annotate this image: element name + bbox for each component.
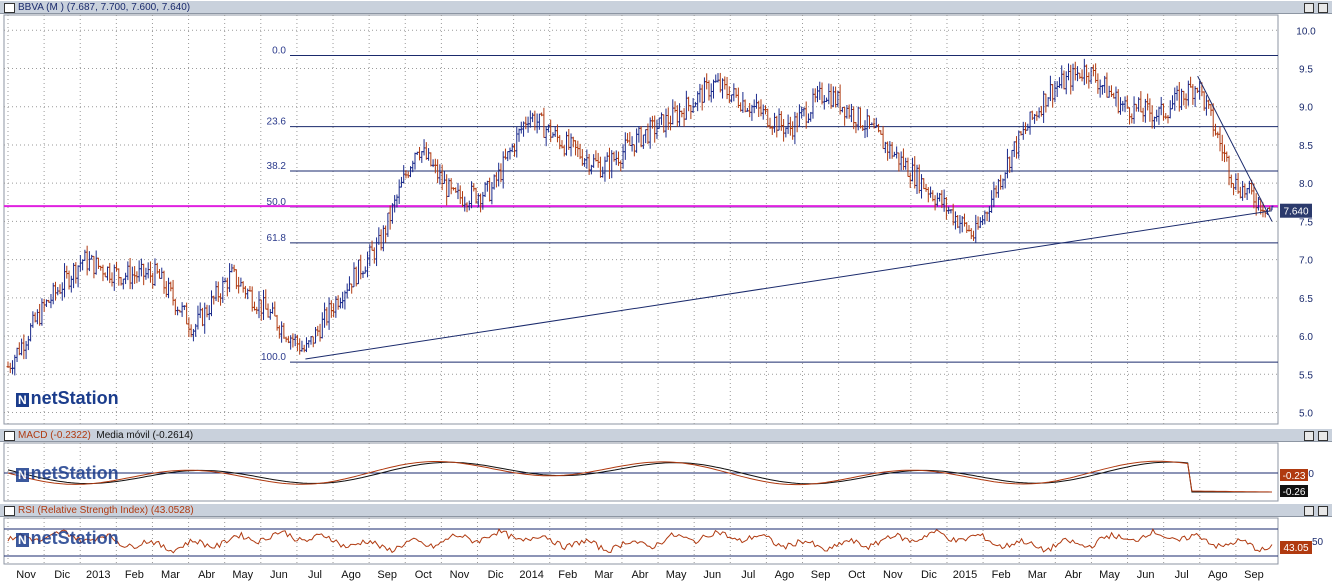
trend-line <box>1197 75 1273 222</box>
fibonacci-label: 50.0 <box>267 197 287 208</box>
price-plot-area <box>3 14 1279 425</box>
fibonacci-label: 100.0 <box>261 352 286 363</box>
rsi-level-label: 50 <box>1312 537 1324 548</box>
x-axis-label: May <box>666 569 687 581</box>
last-price-badge <box>1280 203 1312 218</box>
y-tick-label: 5.0 <box>1299 409 1313 420</box>
x-axis-label: Dic <box>921 569 937 581</box>
y-tick-label: 9.0 <box>1299 103 1313 114</box>
y-tick-label: 5.5 <box>1299 370 1313 381</box>
rsi-plot-area <box>3 517 1279 565</box>
x-axis-label: Abr <box>198 569 215 581</box>
x-axis-label: Nov <box>16 569 36 581</box>
x-axis-label: Sep <box>1244 569 1264 581</box>
x-axis-label: Sep <box>377 569 397 581</box>
macd-line <box>7 460 1273 493</box>
close-icon[interactable] <box>1318 431 1328 441</box>
rsi-line <box>7 528 1273 554</box>
y-tick-label: 8.5 <box>1299 141 1313 152</box>
macd-ma-badge <box>1280 485 1308 497</box>
panel-icon <box>4 431 15 441</box>
rsi-badge-label: 43.05 <box>1283 543 1308 554</box>
x-axis-label: 2013 <box>86 569 110 581</box>
x-axis-label: Feb <box>125 569 144 581</box>
fibonacci-label: 38.2 <box>267 161 287 172</box>
price-panel-header: BBVA (M ) (7.687, 7.700, 7.600, 7.640) <box>0 0 1332 14</box>
rsi-badge <box>1280 541 1312 554</box>
macd-ma-title: Media móvil (-0.2614) <box>96 430 194 441</box>
x-axis-label: Ago <box>775 569 795 581</box>
macd-badge-label: -0.23 <box>1283 471 1306 482</box>
panel-icon <box>4 3 15 13</box>
x-axis-label: May <box>232 569 253 581</box>
x-axis-label: Sep <box>811 569 831 581</box>
x-axis-label: 2015 <box>953 569 977 581</box>
macd-panel-title: MACD (-0.2322) Media móvil (-0.2614) <box>18 429 193 442</box>
x-axis-label: Abr <box>1065 569 1082 581</box>
x-axis-label: Feb <box>992 569 1011 581</box>
x-axis-label: May <box>1099 569 1120 581</box>
fibonacci-label: 61.8 <box>267 233 287 244</box>
rsi-panel-header: RSI (Relative Strength Index) (43.0528) <box>0 503 1332 517</box>
macd-title: MACD (-0.2322) <box>18 430 91 441</box>
y-tick-label: 7.5 <box>1299 217 1313 228</box>
x-axis-label: Ago <box>341 569 361 581</box>
maximize-icon[interactable] <box>1304 3 1314 13</box>
x-axis-label: Nov <box>450 569 470 581</box>
macd-ma-badge-label: -0.26 <box>1283 487 1306 498</box>
rsi-panel-title: RSI (Relative Strength Index) (43.0528) <box>18 505 194 516</box>
trend-line <box>305 210 1273 360</box>
macd-panel-header: MACD (-0.2322) Media móvil (-0.2614) <box>0 428 1332 442</box>
maximize-icon[interactable] <box>1304 431 1314 441</box>
x-axis-label: 2014 <box>519 569 543 581</box>
x-axis-label: Nov <box>883 569 903 581</box>
x-axis-label: Dic <box>488 569 504 581</box>
x-axis-label: Jun <box>1137 569 1155 581</box>
x-axis-label: Mar <box>161 569 180 581</box>
x-axis-label: Abr <box>631 569 648 581</box>
x-axis-label: Ago <box>1208 569 1228 581</box>
macd-moving-average-line <box>7 461 1272 493</box>
maximize-icon[interactable] <box>1304 506 1314 516</box>
x-axis-label: Mar <box>594 569 613 581</box>
x-axis-label: Dic <box>54 569 70 581</box>
macd-badge <box>1280 469 1308 481</box>
x-axis-label: Mar <box>1028 569 1047 581</box>
x-axis-label: Jul <box>1175 569 1189 581</box>
y-tick-label: 8.0 <box>1299 179 1313 190</box>
x-axis-label: Jun <box>270 569 288 581</box>
price-panel-title: BBVA (M ) (7.687, 7.700, 7.600, 7.640) <box>18 2 191 13</box>
y-tick-label: 6.5 <box>1299 294 1313 305</box>
price-bars <box>6 58 1274 376</box>
close-icon[interactable] <box>1318 506 1328 516</box>
x-axis-label: Jul <box>741 569 755 581</box>
fibonacci-label: 0.0 <box>272 46 286 57</box>
close-icon[interactable] <box>1318 3 1328 13</box>
x-axis-label: Oct <box>848 569 865 581</box>
x-axis-label: Feb <box>558 569 577 581</box>
y-tick-label: 7.0 <box>1299 256 1313 267</box>
fibonacci-label: 23.6 <box>267 117 287 128</box>
panel-icon <box>4 506 15 516</box>
y-tick-label: 9.5 <box>1299 65 1313 76</box>
x-axis-label: Jul <box>308 569 322 581</box>
last-price-label: 7.640 <box>1283 207 1308 218</box>
y-tick-label: 6.0 <box>1299 332 1313 343</box>
x-axis-label: Jun <box>703 569 721 581</box>
x-axis-label: Oct <box>415 569 432 581</box>
y-tick-label: 10.0 <box>1296 26 1316 37</box>
macd-plot-area <box>3 442 1279 502</box>
